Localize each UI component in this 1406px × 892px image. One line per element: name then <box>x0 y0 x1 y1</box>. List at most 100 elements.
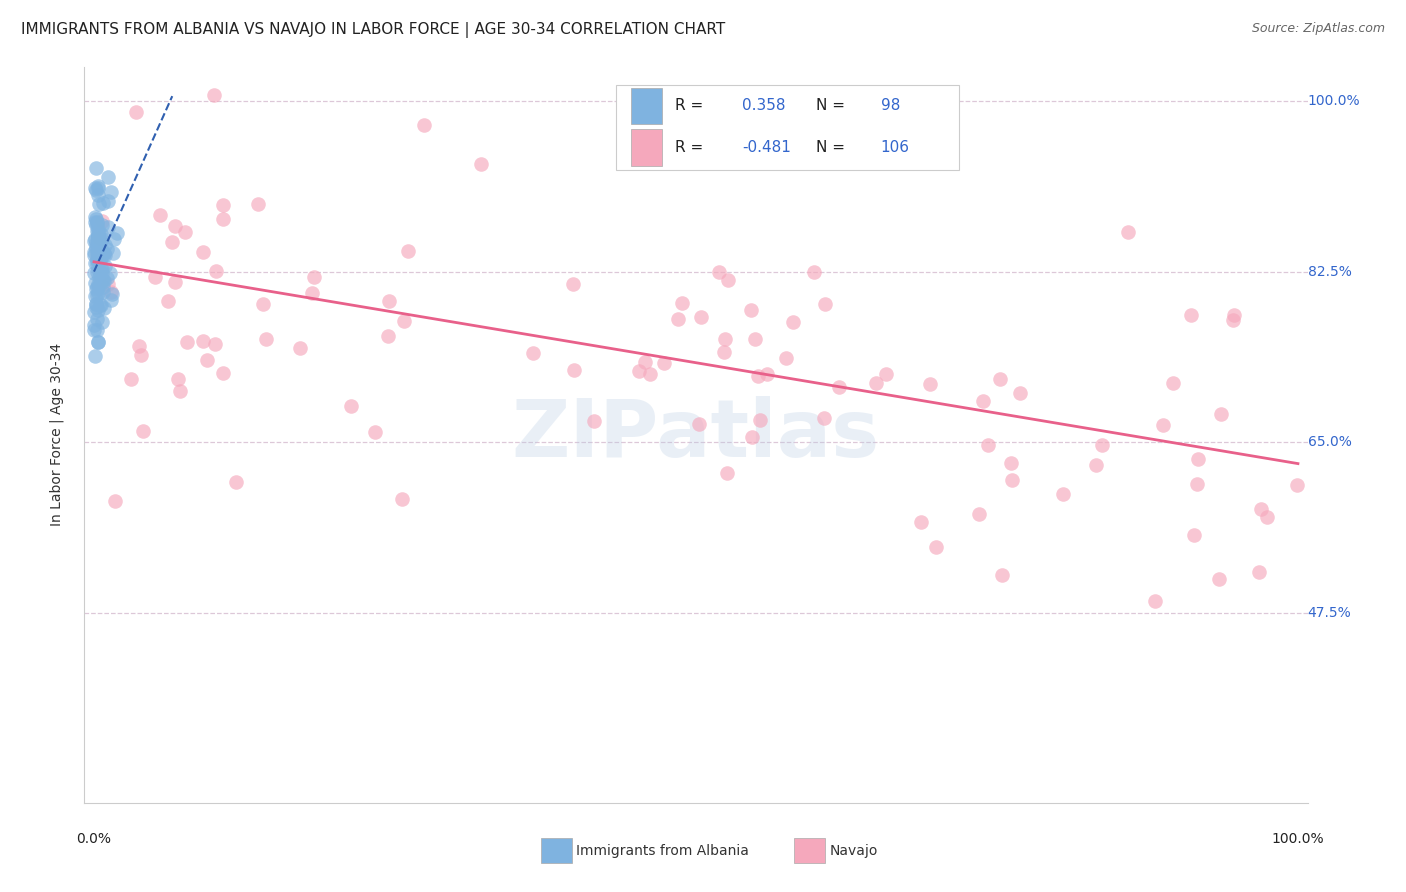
Point <box>204 337 226 351</box>
Point <box>87 334 110 349</box>
Point <box>87 229 110 244</box>
Point <box>1163 376 1185 390</box>
Point <box>83 256 105 270</box>
Point <box>1247 566 1270 580</box>
Point <box>86 215 108 229</box>
Point <box>90 241 112 255</box>
Point <box>104 493 127 508</box>
Point <box>709 265 731 279</box>
Point <box>91 262 114 277</box>
Point <box>634 354 657 368</box>
Point <box>814 297 837 311</box>
Point <box>91 280 114 294</box>
Y-axis label: In Labor Force | Age 30-34: In Labor Force | Age 30-34 <box>49 343 63 526</box>
Point <box>212 198 235 212</box>
Point <box>748 413 770 427</box>
Point <box>977 438 1000 452</box>
Point <box>86 287 108 301</box>
Point <box>90 231 112 245</box>
Point <box>143 269 166 284</box>
Point <box>378 293 401 308</box>
Point <box>688 417 710 431</box>
Point <box>690 310 713 324</box>
Point <box>86 224 108 238</box>
Point <box>1000 473 1022 487</box>
Point <box>741 430 763 444</box>
Point <box>84 282 107 296</box>
Point <box>120 372 142 386</box>
Point <box>83 323 105 337</box>
Point <box>212 212 235 227</box>
Point <box>713 345 735 359</box>
Point <box>87 188 110 202</box>
Point <box>302 270 325 285</box>
Point <box>377 329 399 343</box>
Point <box>1182 527 1205 541</box>
Point <box>86 235 108 249</box>
Point <box>740 302 762 317</box>
Point <box>225 475 247 489</box>
Point <box>128 339 150 353</box>
Point <box>1152 417 1174 432</box>
Point <box>84 297 107 311</box>
Point <box>1222 312 1244 326</box>
Point <box>747 368 769 383</box>
Point <box>83 305 105 319</box>
Point <box>90 219 112 233</box>
Point <box>87 181 110 195</box>
Point <box>87 231 110 245</box>
Point <box>412 118 434 132</box>
Point <box>254 332 277 346</box>
Text: 82.5%: 82.5% <box>1308 265 1351 278</box>
Point <box>83 234 105 248</box>
Point <box>125 104 148 119</box>
Point <box>131 348 153 362</box>
Point <box>90 231 112 245</box>
Text: 0.358: 0.358 <box>742 98 786 113</box>
Point <box>89 264 111 278</box>
Point <box>86 216 108 230</box>
Point <box>988 372 1011 386</box>
Point <box>84 183 107 197</box>
Point <box>96 271 118 285</box>
Point <box>86 257 108 271</box>
Point <box>97 277 120 291</box>
Point <box>103 232 125 246</box>
Point <box>86 228 108 243</box>
Point <box>87 197 110 211</box>
Point <box>91 266 114 280</box>
Point <box>1256 509 1278 524</box>
Point <box>90 298 112 312</box>
Point <box>83 245 105 260</box>
Point <box>339 399 361 413</box>
FancyBboxPatch shape <box>631 129 662 166</box>
FancyBboxPatch shape <box>616 86 959 170</box>
Text: Source: ZipAtlas.com: Source: ZipAtlas.com <box>1251 22 1385 36</box>
Point <box>628 364 651 378</box>
Point <box>470 157 492 171</box>
Point <box>364 425 387 439</box>
Point <box>522 346 544 360</box>
Point <box>100 285 122 299</box>
Point <box>167 371 190 385</box>
Point <box>86 277 108 292</box>
Point <box>86 248 108 262</box>
Point <box>86 235 108 250</box>
Point <box>396 244 419 258</box>
Point <box>991 568 1014 582</box>
Point <box>101 245 124 260</box>
Text: Immigrants from Albania: Immigrants from Albania <box>576 844 749 858</box>
Point <box>1000 456 1022 470</box>
Text: 98: 98 <box>880 98 900 113</box>
Point <box>744 332 766 346</box>
Point <box>86 312 108 326</box>
Text: R =: R = <box>675 98 709 113</box>
Point <box>84 211 107 226</box>
Text: ZIPatlas: ZIPatlas <box>512 396 880 474</box>
Point <box>1180 308 1202 322</box>
Text: IMMIGRANTS FROM ALBANIA VS NAVAJO IN LABOR FORCE | AGE 30-34 CORRELATION CHART: IMMIGRANTS FROM ALBANIA VS NAVAJO IN LAB… <box>21 22 725 38</box>
Point <box>94 238 117 252</box>
Point <box>83 210 105 224</box>
Point <box>87 222 110 236</box>
Text: 47.5%: 47.5% <box>1308 606 1351 620</box>
